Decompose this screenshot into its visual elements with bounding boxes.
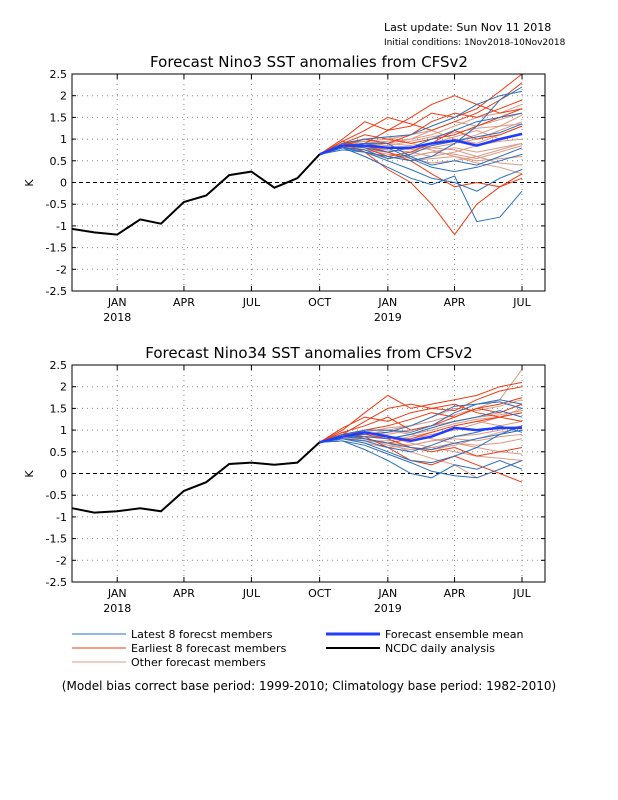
x-tick-label: JUL xyxy=(242,296,261,309)
y-tick-label: 2 xyxy=(60,90,67,103)
y-tick-label: -0.5 xyxy=(46,198,67,211)
y-tick-label: 2.5 xyxy=(50,359,68,372)
series-lines xyxy=(71,73,523,236)
latest-member-line xyxy=(319,147,523,192)
y-tick-label: -1.5 xyxy=(46,533,67,546)
earliest-member-line xyxy=(319,108,523,155)
y-tick-label: 2.5 xyxy=(50,68,68,81)
y-tick-label: -2.5 xyxy=(46,285,67,298)
x-tick-label: APR xyxy=(444,587,466,600)
latest-member-line xyxy=(319,440,523,479)
y-tick-label: 0.5 xyxy=(50,446,68,459)
latest-member-line xyxy=(319,401,523,443)
y-tick-label: -2 xyxy=(56,554,67,567)
nino34-chart: Forecast Nino34 SST anomalies from CFSv2… xyxy=(23,344,546,615)
ensemble-mean-line xyxy=(319,426,522,444)
year-label: 2018 xyxy=(103,602,131,615)
legend-label-obs: NCDC daily analysis xyxy=(385,642,495,655)
year-label: 2019 xyxy=(374,311,402,324)
x-tick-label: JUL xyxy=(512,587,531,600)
earliest-member-line xyxy=(319,403,523,443)
legend: Latest 8 forecst members Earliest 8 fore… xyxy=(72,628,524,669)
y-tick-label: 0 xyxy=(60,468,67,481)
legend-label-mean: Forecast ensemble mean xyxy=(385,628,524,641)
initial-conditions-text: Initial conditions: 1Nov2018-10Nov2018 xyxy=(384,38,566,48)
earliest-member-line xyxy=(319,142,523,236)
x-tick-label: OCT xyxy=(308,587,331,600)
earliest-member-line xyxy=(319,82,523,155)
y-tick-label: -1 xyxy=(56,220,67,233)
y-axis-label: K xyxy=(23,179,36,187)
x-tick-label: JUL xyxy=(242,587,261,600)
y-tick-label: -0.5 xyxy=(46,489,67,502)
x-tick-label: APR xyxy=(173,296,195,309)
y-tick-label: 2 xyxy=(60,381,67,394)
y-tick-label: -1 xyxy=(56,511,67,524)
x-tick-label: JAN xyxy=(107,587,127,600)
latest-member-line xyxy=(319,147,523,223)
x-tick-label: JAN xyxy=(377,587,397,600)
footnote: (Model bias correct base period: 1999-20… xyxy=(62,679,556,693)
latest-member-line xyxy=(319,440,523,479)
earliest-member-line xyxy=(319,433,523,483)
x-tick-label: APR xyxy=(173,587,195,600)
last-update-text: Last update: Sun Nov 11 2018 xyxy=(384,21,551,34)
year-label: 2019 xyxy=(374,602,402,615)
latest-member-line xyxy=(319,86,523,162)
axes: 2.5 2 1.5 1 0.5 0 -0.5 -1 -1.5 -2 -2.5 JAN APR JUL OCT… xyxy=(46,359,545,615)
y-tick-label: 1.5 xyxy=(50,111,68,124)
latest-member-line xyxy=(319,425,523,464)
y-tick-label: 0.5 xyxy=(50,155,68,168)
latest-member-line xyxy=(319,429,523,451)
y-tick-label: 1.5 xyxy=(50,402,68,415)
latest-member-line xyxy=(319,90,523,155)
y-tick-label: 1 xyxy=(60,133,67,146)
grid-lines xyxy=(72,74,545,291)
x-tick-label: OCT xyxy=(308,296,331,309)
y-tick-label: 1 xyxy=(60,424,67,437)
other-member-line xyxy=(319,125,523,155)
legend-label-other: Other forecast members xyxy=(131,656,266,669)
legend-label-latest: Latest 8 forecst members xyxy=(131,628,273,641)
chart-title: Forecast Nino3 SST anomalies from CFSv2 xyxy=(150,53,468,71)
ensemble-mean-line xyxy=(319,132,523,156)
y-tick-label: -2 xyxy=(56,263,67,276)
latest-member-line xyxy=(319,123,523,160)
axes: 2.5 2 1.5 1 0.5 0 -0.5 -1 -1.5 -2 -2.5 JAN APR JUL OCT… xyxy=(46,68,545,324)
y-tick-label: 0 xyxy=(60,177,67,190)
year-label: 2018 xyxy=(103,311,131,324)
legend-label-earliest: Earliest 8 forecast members xyxy=(131,642,287,655)
observed-line xyxy=(71,153,321,236)
x-tick-label: JAN xyxy=(107,296,127,309)
latest-member-line xyxy=(319,410,523,443)
nino3-chart: Forecast Nino3 SST anomalies from CFSv2 … xyxy=(23,53,546,324)
x-tick-label: JUL xyxy=(512,296,531,309)
y-tick-label: -2.5 xyxy=(46,576,67,589)
x-tick-label: JAN xyxy=(377,296,397,309)
x-tick-label: APR xyxy=(444,296,466,309)
earliest-member-line xyxy=(319,403,523,443)
observed-line xyxy=(71,441,321,514)
chart-title: Forecast Nino34 SST anomalies from CFSv2 xyxy=(145,344,472,362)
y-axis-label: K xyxy=(23,470,36,478)
series-lines xyxy=(71,369,523,514)
earliest-member-line xyxy=(319,386,523,443)
y-tick-label: -1.5 xyxy=(46,242,67,255)
grid-lines xyxy=(72,365,545,582)
